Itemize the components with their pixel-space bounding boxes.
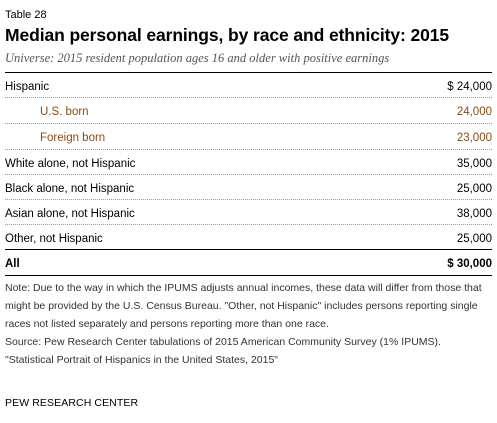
row-label: White alone, not Hispanic bbox=[5, 158, 136, 170]
note-text: Note: Due to the way in which the IPUMS … bbox=[5, 282, 482, 330]
table-row: White alone, not Hispanic 35,000 bbox=[5, 150, 492, 175]
table-row: Foreign born 23,000 bbox=[5, 124, 492, 150]
total-label: All bbox=[5, 258, 20, 270]
row-value: 38,000 bbox=[456, 208, 492, 220]
table-row: Other, not Hispanic 25,000 bbox=[5, 225, 492, 249]
row-value: $ 24,000 bbox=[447, 81, 492, 93]
row-label: Black alone, not Hispanic bbox=[5, 183, 135, 195]
table-row: Black alone, not Hispanic 25,000 bbox=[5, 175, 492, 200]
row-label: Hispanic bbox=[5, 81, 50, 93]
table-label: Table 28 bbox=[5, 9, 47, 21]
total-value: $ 30,000 bbox=[447, 258, 492, 270]
universe-subtitle: Universe: 2015 resident population ages … bbox=[5, 51, 390, 65]
source-title-text: "Statistical Portrait of Hispanics in th… bbox=[5, 354, 279, 366]
row-label: Other, not Hispanic bbox=[5, 233, 103, 245]
notes-block: Note: Due to the way in which the IPUMS … bbox=[5, 279, 492, 369]
publisher-footer: PEW RESEARCH CENTER bbox=[5, 397, 139, 409]
row-value: 24,000 bbox=[456, 106, 492, 118]
total-row: All $ 30,000 bbox=[5, 249, 492, 276]
table-row: Hispanic $ 24,000 bbox=[5, 73, 492, 98]
table-row: Asian alone, not Hispanic 38,000 bbox=[5, 200, 492, 225]
table-row: U.S. born 24,000 bbox=[5, 98, 492, 124]
row-value: 25,000 bbox=[456, 183, 492, 195]
row-value: 25,000 bbox=[456, 233, 492, 245]
earnings-table: Hispanic $ 24,000 U.S. born 24,000 Forei… bbox=[5, 72, 492, 276]
source-text: Source: Pew Research Center tabulations … bbox=[5, 336, 441, 348]
row-value: 35,000 bbox=[456, 158, 492, 170]
row-label: U.S. born bbox=[40, 106, 89, 118]
row-label: Asian alone, not Hispanic bbox=[5, 208, 135, 220]
row-value: 23,000 bbox=[456, 132, 492, 144]
row-label: Foreign born bbox=[40, 132, 106, 144]
table-title: Median personal earnings, by race and et… bbox=[5, 25, 450, 45]
